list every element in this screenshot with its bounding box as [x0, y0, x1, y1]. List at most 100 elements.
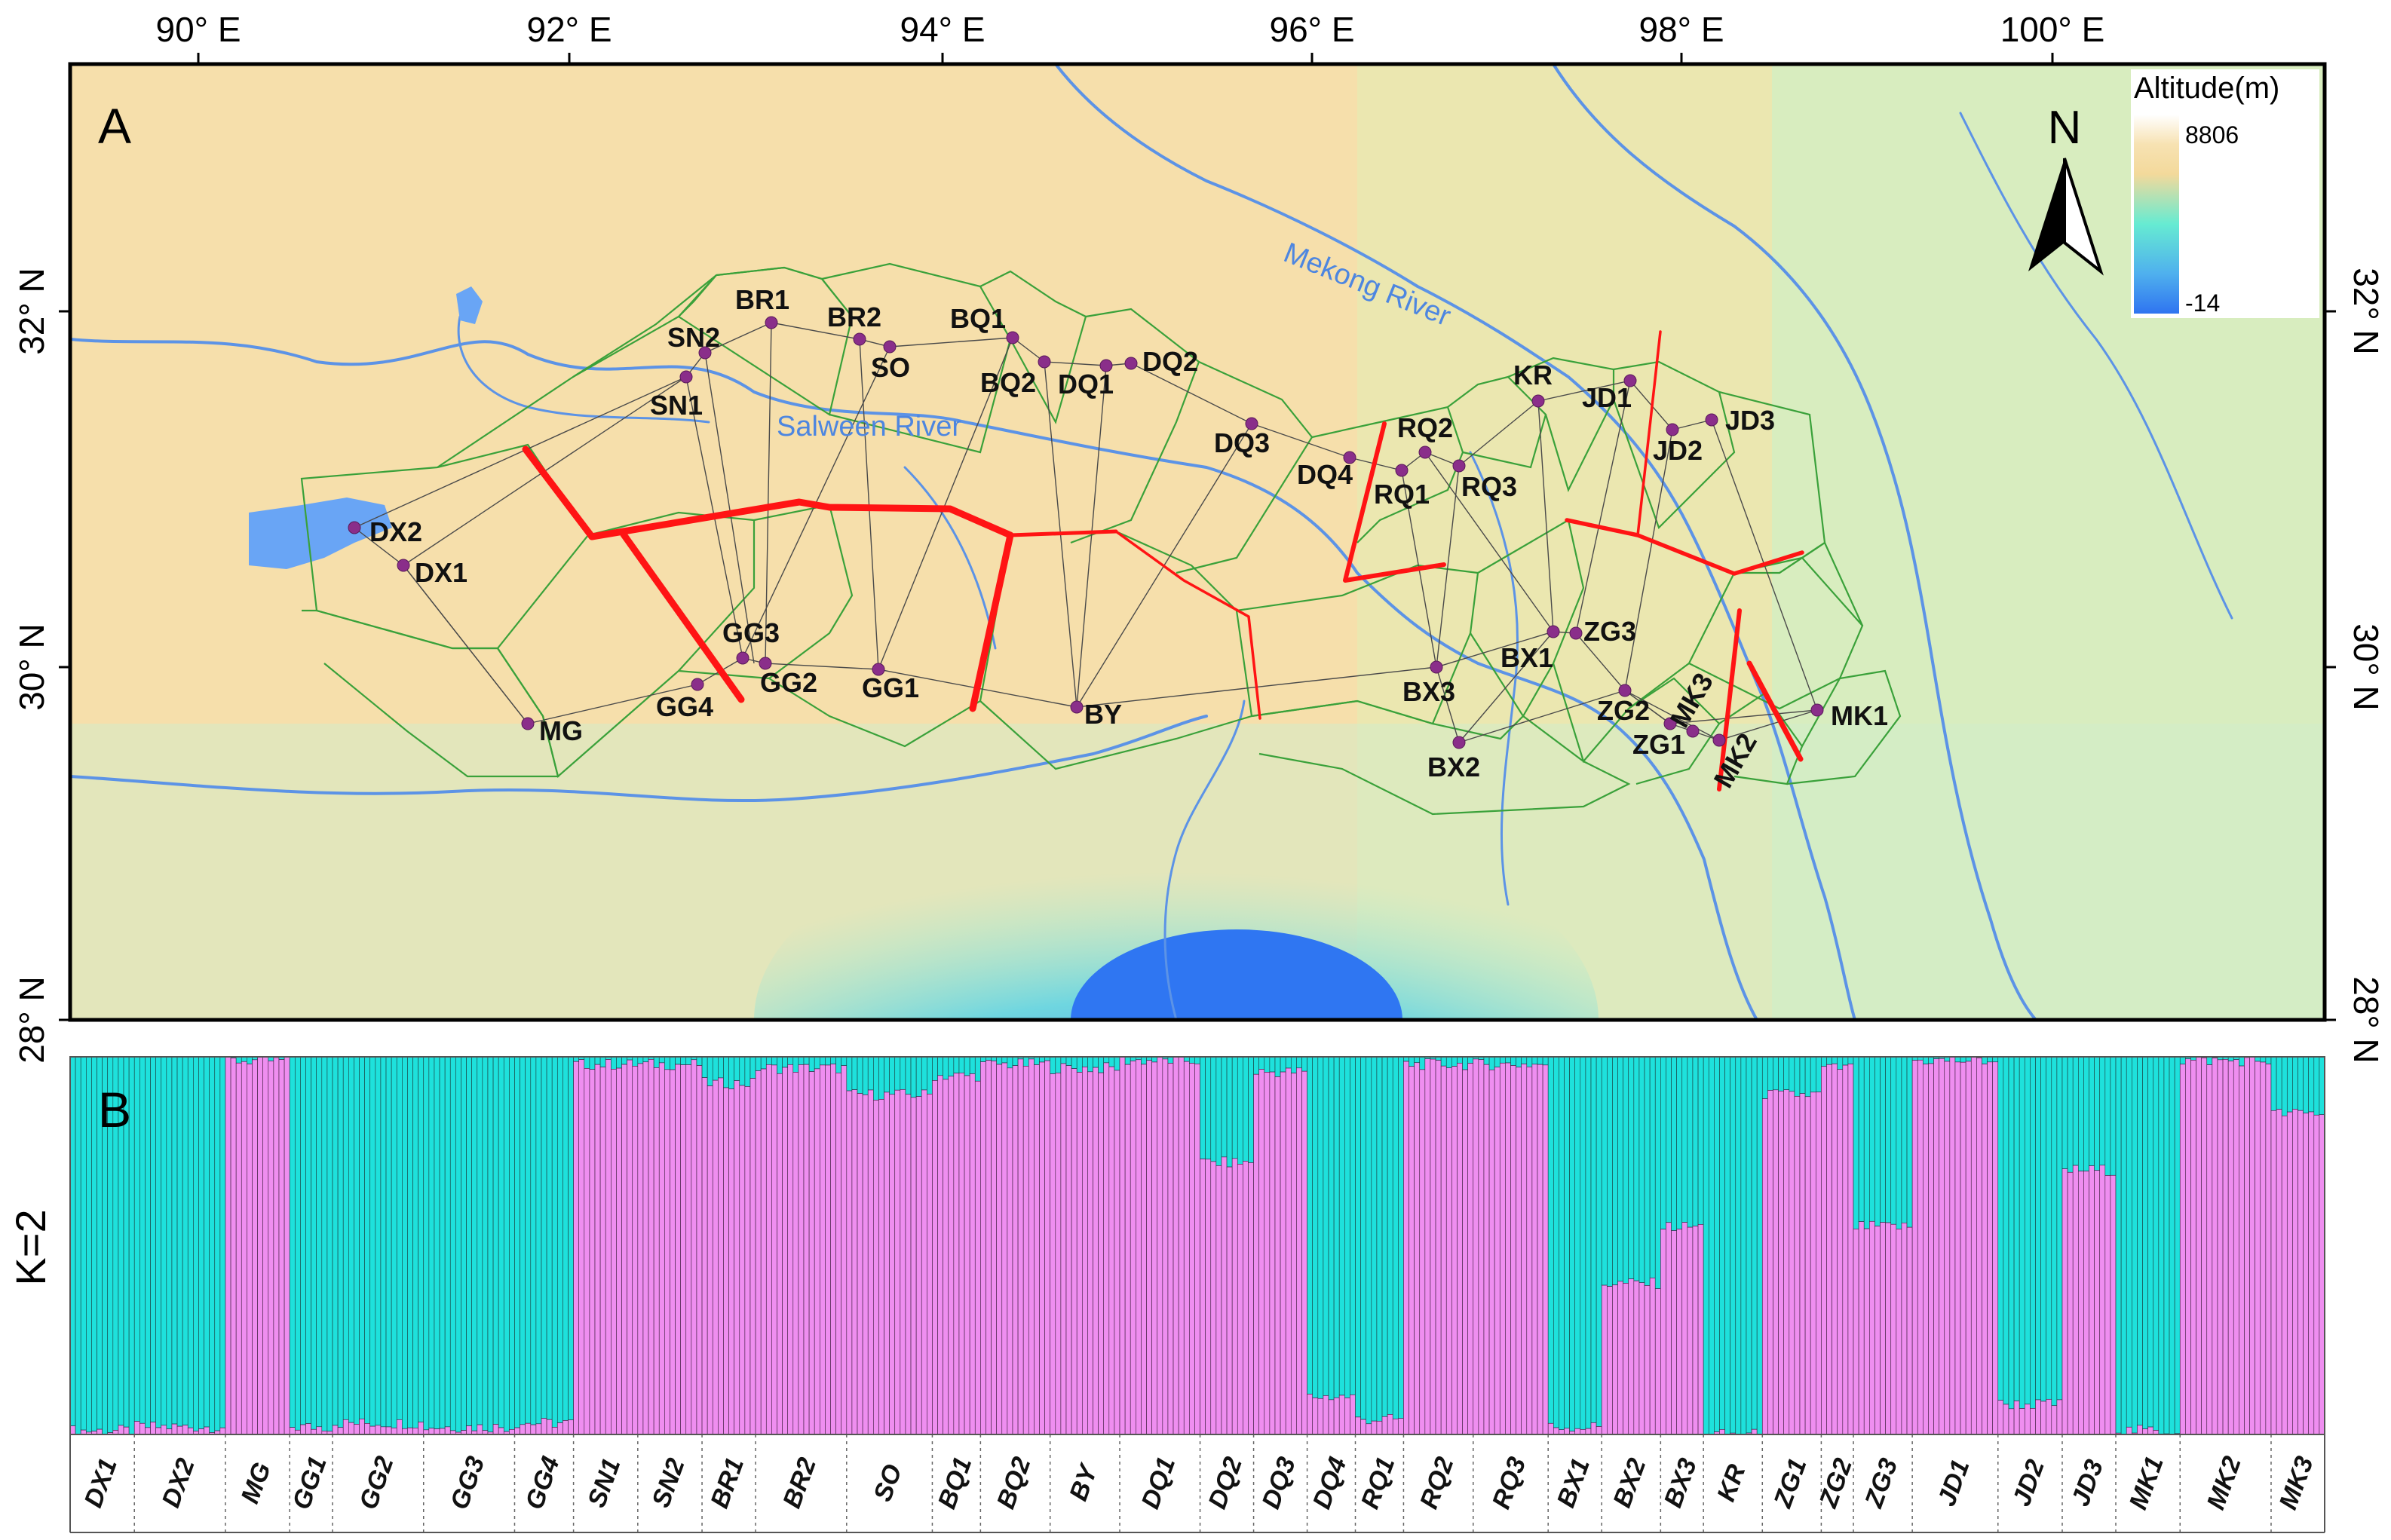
- bar-cluster1: [894, 1056, 901, 1091]
- cell-outline: [1688, 556, 1864, 710]
- bar-cluster1: [1928, 1056, 1934, 1064]
- bar-cluster1: [1542, 1056, 1549, 1066]
- bar-cluster2: [1880, 1222, 1886, 1435]
- bar-cluster1: [1997, 1056, 2004, 1401]
- bar-cluster2: [1258, 1069, 1265, 1435]
- bar-cluster2: [2078, 1171, 2084, 1435]
- barrier-line: [522, 445, 596, 540]
- bar-cluster1: [1987, 1056, 1993, 1063]
- bar-cluster1: [1982, 1056, 1988, 1064]
- lon-tick-label: 90° E: [155, 10, 241, 49]
- bar-cluster1: [1194, 1056, 1200, 1064]
- barrier-line: [1565, 518, 1804, 576]
- bar-cluster2: [1821, 1066, 1827, 1435]
- bar-cluster1: [2051, 1056, 2058, 1407]
- bar-cluster1: [755, 1056, 762, 1071]
- bar-cluster1: [787, 1056, 794, 1065]
- bar-cluster2: [632, 1066, 639, 1435]
- bar-cluster2: [980, 1061, 986, 1435]
- bar-cluster2: [1274, 1076, 1281, 1435]
- bar-cluster2: [1826, 1064, 1832, 1435]
- site-label: BR1: [735, 284, 789, 315]
- bar-cluster1: [1681, 1056, 1688, 1223]
- bar-cluster2: [1344, 1398, 1350, 1435]
- bar-cluster1: [1992, 1056, 1999, 1063]
- site-marker: [759, 657, 772, 670]
- bar-cluster2: [664, 1069, 670, 1435]
- bar-cluster1: [407, 1056, 413, 1428]
- bar-cluster2: [1574, 1428, 1581, 1435]
- bar-cluster2: [530, 1424, 537, 1435]
- site-label: BQ2: [980, 367, 1036, 398]
- site-marker: [1070, 700, 1084, 714]
- bar-cluster2: [723, 1087, 729, 1435]
- bar-cluster1: [846, 1056, 853, 1091]
- bar-cluster1: [1559, 1056, 1565, 1431]
- bar-cluster1: [1531, 1056, 1538, 1065]
- bar-cluster1: [1810, 1056, 1816, 1093]
- population-label: BR2: [777, 1454, 822, 1512]
- bar-cluster2: [2233, 1059, 2239, 1435]
- bar-cluster2: [1553, 1427, 1559, 1435]
- north-arrow-icon: [2028, 158, 2065, 271]
- bar-cluster2: [830, 1064, 836, 1435]
- site-label: DQ2: [1142, 346, 1198, 377]
- population-label: DX1: [79, 1455, 123, 1511]
- bar-cluster1: [247, 1056, 253, 1064]
- bar-cluster2: [1012, 1065, 1019, 1435]
- bar-cluster1: [1065, 1056, 1072, 1066]
- bar-cluster2: [1965, 1061, 1972, 1435]
- bar-cluster2: [1671, 1230, 1677, 1435]
- population-label: GG1: [287, 1453, 333, 1513]
- site-marker: [1418, 445, 1432, 459]
- bar-cluster1: [69, 1056, 76, 1426]
- bar-cluster2: [685, 1064, 692, 1435]
- bar-cluster1: [1290, 1056, 1297, 1073]
- bar-cluster2: [1660, 1229, 1666, 1435]
- bar-cluster2: [1034, 1064, 1040, 1435]
- bar-cluster2: [857, 1093, 863, 1435]
- bar-cluster2: [1970, 1056, 1977, 1435]
- bar-cluster1: [862, 1056, 869, 1095]
- bar-cluster1: [187, 1056, 194, 1428]
- bar-cluster2: [396, 1419, 403, 1435]
- lat-tick-label-right: 32° N: [2347, 268, 2386, 355]
- bar-cluster1: [948, 1056, 955, 1077]
- bar-cluster1: [1151, 1056, 1158, 1063]
- site-label: BX2: [1427, 752, 1480, 782]
- bar-cluster1: [2265, 1056, 2272, 1064]
- bar-cluster1: [1596, 1056, 1602, 1427]
- bar-cluster2: [1906, 1226, 1913, 1435]
- site-label: BX3: [1402, 676, 1455, 707]
- bar-cluster1: [1901, 1056, 1908, 1223]
- barrier-line: [588, 498, 1014, 540]
- bar-cluster1: [1660, 1056, 1666, 1229]
- bar-cluster1: [1649, 1056, 1656, 1278]
- bar-cluster1: [1274, 1056, 1281, 1077]
- tributary-line: [1959, 112, 2233, 620]
- population-label: BQ2: [992, 1453, 1037, 1513]
- site-label: MG: [539, 715, 583, 746]
- bar-cluster2: [884, 1091, 890, 1435]
- bar-cluster2: [1666, 1222, 1672, 1435]
- site-label: GG1: [862, 672, 919, 703]
- bar-cluster2: [166, 1428, 173, 1435]
- bar-cluster2: [2030, 1408, 2036, 1435]
- bar-cluster2: [2179, 1064, 2186, 1435]
- site-label: BY: [1084, 699, 1122, 730]
- bar-cluster2: [1248, 1162, 1254, 1435]
- bar-cluster1: [1445, 1056, 1452, 1069]
- bar-cluster1: [932, 1056, 938, 1081]
- bar-cluster2: [2212, 1058, 2218, 1435]
- bar-cluster2: [1483, 1064, 1490, 1435]
- bar-cluster2: [1531, 1064, 1538, 1435]
- bar-cluster2: [2276, 1109, 2282, 1435]
- bar-cluster2: [728, 1088, 734, 1435]
- bar-cluster2: [412, 1428, 418, 1435]
- cell-outline: [716, 266, 853, 317]
- bar-cluster2: [1136, 1059, 1142, 1435]
- bar-cluster2: [1896, 1229, 1902, 1435]
- site-marker: [679, 370, 693, 384]
- bar-cluster1: [1114, 1056, 1120, 1071]
- bar-cluster2: [1799, 1093, 1806, 1435]
